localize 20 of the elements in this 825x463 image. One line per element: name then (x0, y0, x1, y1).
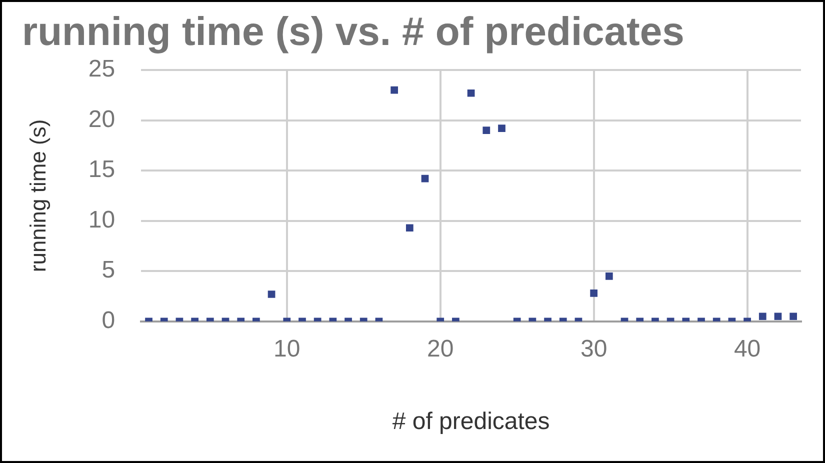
x-axis-title: # of predicates (392, 408, 550, 436)
point (605, 272, 613, 280)
y-tick-label: 25 (88, 56, 116, 83)
point (498, 124, 506, 132)
y-axis-title: running time (s) (25, 119, 50, 272)
y-tick-label: 0 (102, 307, 116, 334)
point (467, 89, 475, 97)
x-tick-label: 30 (580, 335, 608, 362)
y-tick-label: 15 (88, 156, 116, 184)
x-tick-label: 10 (274, 335, 300, 362)
y-tick-label: 20 (88, 106, 116, 133)
point (390, 86, 398, 94)
point (406, 224, 414, 232)
point (421, 174, 429, 182)
y-tick-label: 10 (88, 206, 116, 234)
chart-title: running time (s) vs. # of predicates (22, 10, 684, 54)
x-tick-label: 40 (734, 335, 761, 362)
x-tick-label: 20 (427, 335, 454, 362)
point (482, 126, 490, 134)
y-tick-label: 5 (102, 256, 116, 284)
